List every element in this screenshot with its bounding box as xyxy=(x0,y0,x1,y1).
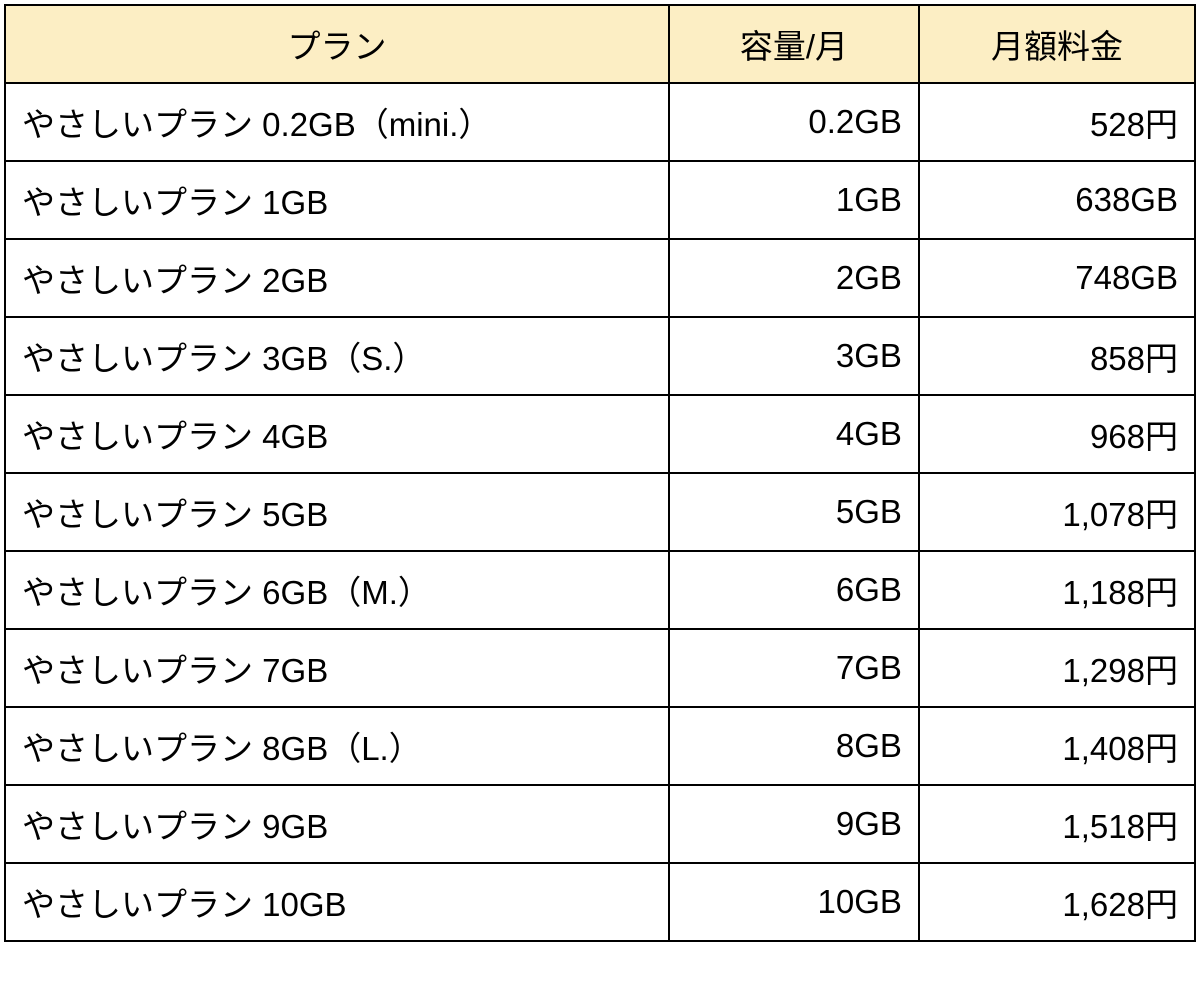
price-cell: 1,408円 xyxy=(919,707,1195,785)
plan-cell: やさしいプラン 0.2GB（mini.） xyxy=(5,83,669,161)
plan-cell: やさしいプラン 4GB xyxy=(5,395,669,473)
capacity-cell: 1GB xyxy=(669,161,919,239)
price-cell: 1,078円 xyxy=(919,473,1195,551)
plan-cell: やさしいプラン 7GB xyxy=(5,629,669,707)
table-body: やさしいプラン 0.2GB（mini.） 0.2GB 528円 やさしいプラン … xyxy=(5,83,1195,941)
table-row: やさしいプラン 5GB 5GB 1,078円 xyxy=(5,473,1195,551)
price-cell: 1,298円 xyxy=(919,629,1195,707)
table-row: やさしいプラン 2GB 2GB 748GB xyxy=(5,239,1195,317)
plan-cell: やさしいプラン 1GB xyxy=(5,161,669,239)
price-cell: 748GB xyxy=(919,239,1195,317)
plan-cell: やさしいプラン 6GB（M.） xyxy=(5,551,669,629)
capacity-cell: 5GB xyxy=(669,473,919,551)
price-cell: 858円 xyxy=(919,317,1195,395)
table-row: やさしいプラン 0.2GB（mini.） 0.2GB 528円 xyxy=(5,83,1195,161)
capacity-cell: 8GB xyxy=(669,707,919,785)
table-row: やさしいプラン 4GB 4GB 968円 xyxy=(5,395,1195,473)
table-row: やさしいプラン 1GB 1GB 638GB xyxy=(5,161,1195,239)
plan-cell: やさしいプラン 9GB xyxy=(5,785,669,863)
price-cell: 1,518円 xyxy=(919,785,1195,863)
capacity-cell: 9GB xyxy=(669,785,919,863)
capacity-cell: 0.2GB xyxy=(669,83,919,161)
table-row: やさしいプラン 8GB（L.） 8GB 1,408円 xyxy=(5,707,1195,785)
capacity-cell: 7GB xyxy=(669,629,919,707)
header-plan: プラン xyxy=(5,5,669,83)
table-header-row: プラン 容量/月 月額料金 xyxy=(5,5,1195,83)
header-capacity: 容量/月 xyxy=(669,5,919,83)
capacity-cell: 4GB xyxy=(669,395,919,473)
capacity-cell: 2GB xyxy=(669,239,919,317)
plan-cell: やさしいプラン 10GB xyxy=(5,863,669,941)
capacity-cell: 3GB xyxy=(669,317,919,395)
table-row: やさしいプラン 7GB 7GB 1,298円 xyxy=(5,629,1195,707)
table-row: やさしいプラン 3GB（S.） 3GB 858円 xyxy=(5,317,1195,395)
price-cell: 968円 xyxy=(919,395,1195,473)
plan-pricing-table: プラン 容量/月 月額料金 やさしいプラン 0.2GB（mini.） 0.2GB… xyxy=(4,4,1196,942)
table-header: プラン 容量/月 月額料金 xyxy=(5,5,1195,83)
plan-cell: やさしいプラン 8GB（L.） xyxy=(5,707,669,785)
price-cell: 1,628円 xyxy=(919,863,1195,941)
capacity-cell: 6GB xyxy=(669,551,919,629)
table-row: やさしいプラン 9GB 9GB 1,518円 xyxy=(5,785,1195,863)
price-cell: 638GB xyxy=(919,161,1195,239)
table-row: やさしいプラン 6GB（M.） 6GB 1,188円 xyxy=(5,551,1195,629)
plan-cell: やさしいプラン 2GB xyxy=(5,239,669,317)
plan-cell: やさしいプラン 3GB（S.） xyxy=(5,317,669,395)
capacity-cell: 10GB xyxy=(669,863,919,941)
price-cell: 528円 xyxy=(919,83,1195,161)
header-price: 月額料金 xyxy=(919,5,1195,83)
plan-cell: やさしいプラン 5GB xyxy=(5,473,669,551)
price-cell: 1,188円 xyxy=(919,551,1195,629)
table-row: やさしいプラン 10GB 10GB 1,628円 xyxy=(5,863,1195,941)
